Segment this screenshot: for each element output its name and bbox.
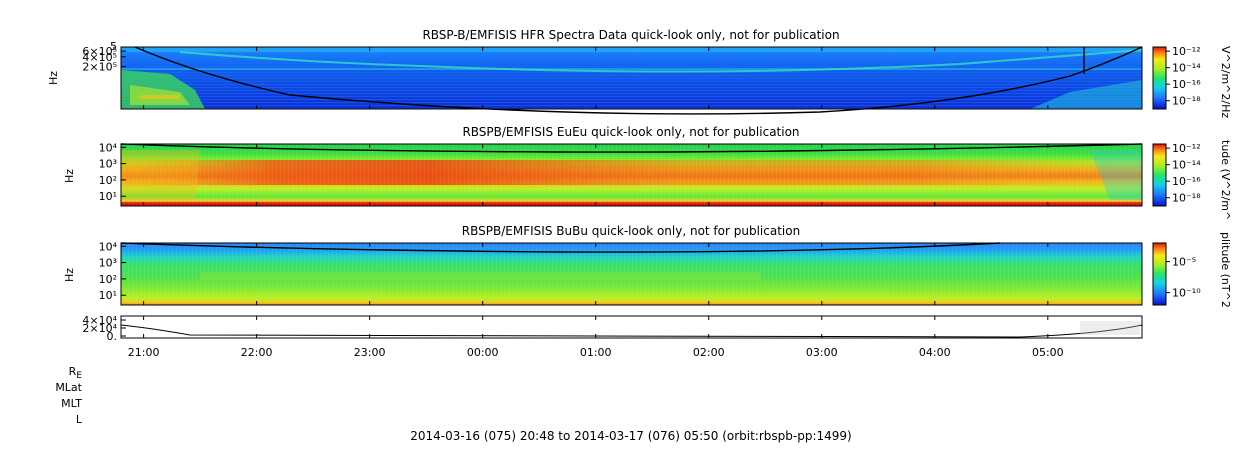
xtick-label: 01:00: [580, 346, 612, 359]
colorbar-tick-label: 10⁻⁵: [1172, 256, 1196, 269]
xtick-label: 21:00: [128, 346, 160, 359]
ephemeris-label-l: L: [76, 413, 83, 426]
xtick-label: 22:00: [241, 346, 273, 359]
xtick-label: 02:00: [693, 346, 725, 359]
panel3-ytick-label: 10²: [99, 273, 117, 286]
axes-ticks: 21:00 22:00 23:00 00:00 01:00 02:00 03:00 04:00…: [82, 45, 1201, 359]
xtick-label: 05:00: [1032, 346, 1064, 359]
panel4-ytick-label: 0.: [107, 330, 118, 343]
panel3-frame: [120, 242, 1143, 306]
panel1-ylabel: Hz: [47, 71, 60, 85]
panel3-ylabel: Hz: [63, 268, 76, 282]
xtick-label: 23:00: [354, 346, 386, 359]
panel1-colorbar-label: V^2/m^2/Hz: [1219, 46, 1232, 118]
panel4-ytick-label: 4×10⁴: [82, 314, 117, 327]
panel1-ytick-label: 4×10⁵: [82, 51, 117, 64]
colorbar-tick-label: 10⁻¹⁴: [1172, 62, 1201, 75]
panel3-ytick-label: 10³: [99, 257, 117, 270]
panel2-spectrogram: [120, 143, 1143, 206]
colorbar-tick-label: 10⁻¹²: [1172, 45, 1201, 58]
panel3-spectrogram: [120, 242, 1142, 305]
panel4-ytick-label: 2×10⁴: [82, 322, 117, 335]
panel3-ytick-label: 10⁴: [99, 240, 118, 253]
panel2-ytick-label: 10²: [99, 174, 117, 187]
panel2-ylabel: Hz: [63, 169, 76, 183]
panel2-ytick-label: 10¹: [99, 190, 117, 203]
panel3-title: RBSPB/EMFISIS BuBu quick-look only, not …: [462, 224, 800, 238]
panel1-frame: [120, 46, 1143, 110]
panel1-ytick-top: 5: [110, 40, 117, 53]
panel1-ytick-label: 6×10⁵: [82, 45, 117, 58]
panel3-ytick-label: 10¹: [99, 289, 117, 302]
ephemeris-label-mlt: MLT: [61, 397, 82, 410]
panel1-ytick-label: 2×10⁵: [82, 61, 117, 74]
colorbar-tick-label: 10⁻¹⁰: [1172, 287, 1201, 300]
colorbar-tick-label: 10⁻¹⁶: [1172, 175, 1201, 188]
panel1-title: RBSP-B/EMFISIS HFR Spectra Data quick-lo…: [422, 28, 839, 42]
panel2-ytick-label: 10⁴: [99, 141, 118, 154]
panel4-line: [120, 321, 1143, 338]
ephemeris-label-r: RE: [69, 365, 83, 381]
colorbar-tick-label: 10⁻¹⁶: [1172, 78, 1201, 91]
colorbar-tick-label: 10⁻¹⁸: [1172, 95, 1201, 108]
panel2-frame: [120, 143, 1143, 207]
panel1-spectrogram: [121, 46, 1143, 115]
panel3-colorbar-label: plitude (nT^2: [1219, 232, 1232, 308]
colorbar-tick-label: 10⁻¹⁴: [1172, 159, 1201, 172]
xtick-label: 03:00: [806, 346, 838, 359]
panel2-title: RBSPB/EMFISIS EuEu quick-look only, not …: [462, 125, 799, 139]
panel1-colorbar: [1152, 46, 1167, 110]
xtick-label: 04:00: [919, 346, 951, 359]
panel2-colorbar-label: tude (V^2/m^: [1219, 140, 1232, 220]
panel4-frame: [120, 315, 1143, 339]
panel3-colorbar: [1152, 242, 1167, 306]
ephemeris-label-mlat: MLat: [55, 381, 82, 394]
xtick-label: 00:00: [467, 346, 499, 359]
ephemeris-block: RE MLat MLT L: [55, 365, 83, 426]
footer-time-range: 2014-03-16 (075) 20:48 to 2014-03-17 (07…: [410, 429, 851, 443]
panel2-colorbar: [1152, 143, 1167, 207]
colorbar-tick-label: 10⁻¹⁸: [1172, 192, 1201, 205]
panel2-ytick-label: 10³: [99, 158, 117, 171]
colorbar-tick-label: 10⁻¹²: [1172, 142, 1201, 155]
